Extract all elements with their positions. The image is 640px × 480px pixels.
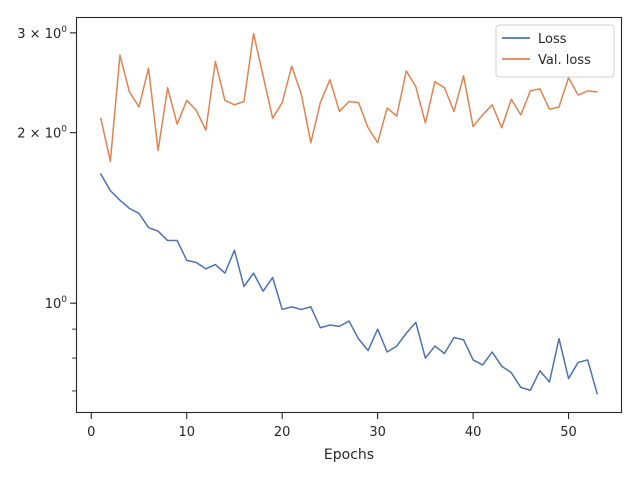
legend-label-0: Loss xyxy=(538,32,567,47)
plot-frame xyxy=(75,16,623,414)
legend: Loss Val. loss xyxy=(495,24,615,78)
x-axis-label: Epochs xyxy=(324,447,374,463)
y-tick-label: 100 xyxy=(45,295,68,312)
x-tick-label: 20 xyxy=(274,425,291,440)
y-tick-label: 2 × 100 xyxy=(17,125,67,142)
series-line-1 xyxy=(100,32,598,163)
x-tick-label: 10 xyxy=(178,425,195,440)
legend-label-1: Val. loss xyxy=(538,53,591,68)
x-axis: 0 10 20 30 40 50 xyxy=(87,413,577,440)
series-layer xyxy=(100,32,598,395)
series-line-0 xyxy=(100,173,598,395)
y-tick-label: 3 × 100 xyxy=(17,25,67,42)
x-tick-label: 50 xyxy=(560,425,577,440)
x-tick-label: 40 xyxy=(465,425,482,440)
x-tick-label: 30 xyxy=(369,425,386,440)
y-axis: 100 2 × 100 3 × 100 xyxy=(17,25,76,392)
x-tick-label: 0 xyxy=(87,425,95,440)
